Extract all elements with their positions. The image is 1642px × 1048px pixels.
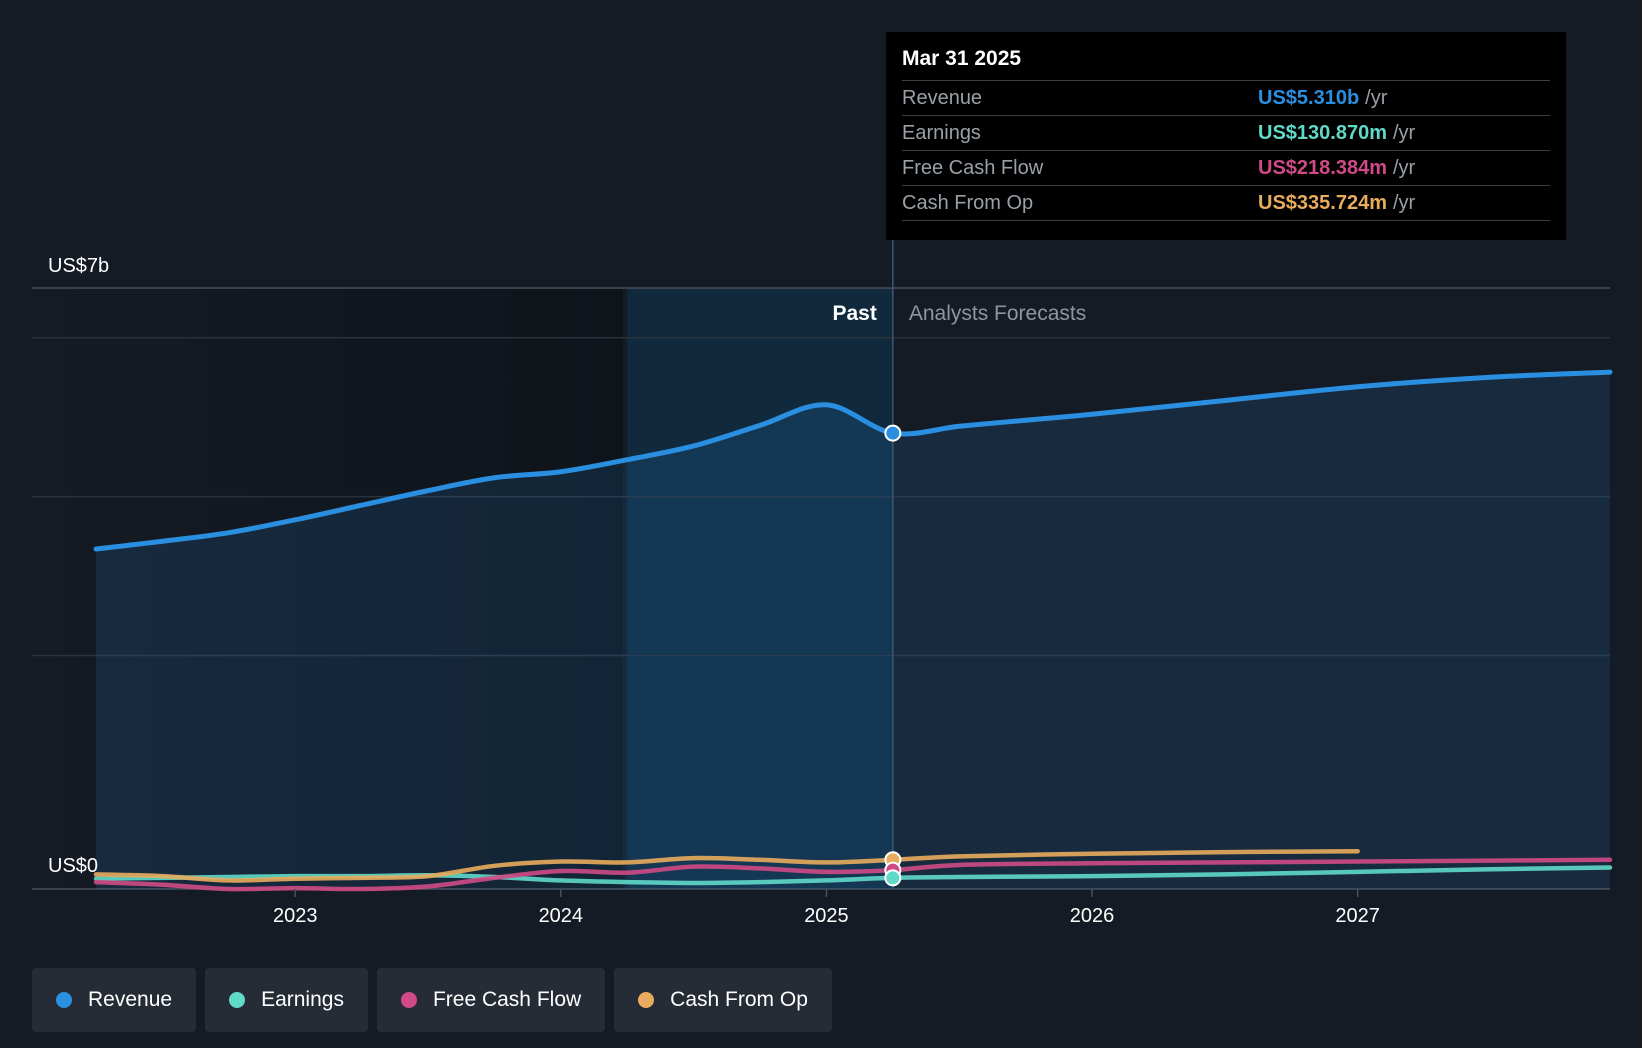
tooltip-value: US$130.870m xyxy=(1258,122,1387,144)
legend-label: Revenue xyxy=(88,988,173,1011)
tooltip-unit: /yr xyxy=(1392,157,1416,179)
legend-dot-icon xyxy=(638,992,655,1008)
past-label: Past xyxy=(832,302,876,325)
tooltip-value: US$5.310b xyxy=(1258,87,1360,109)
y-axis-top-label: US$7b xyxy=(48,255,109,277)
legend: Revenue Earnings Free Cash Flow Cash Fro… xyxy=(32,968,832,1032)
tooltip-date: Mar 31 2025 xyxy=(902,47,1022,70)
legend-dot-icon xyxy=(229,992,246,1008)
series-line-cash-from-op xyxy=(93,848,1360,883)
tooltip-row-revenue: Revenue US$5.310b/yr xyxy=(902,80,1550,115)
forecast-label: Analysts Forecasts xyxy=(909,302,1086,325)
series-line-free-cash-flow xyxy=(93,857,1613,892)
past-highlight-band xyxy=(627,288,893,889)
tooltip-value: US$335.724m xyxy=(1258,192,1387,214)
tooltip-label: Revenue xyxy=(902,87,983,109)
tooltip-value: US$218.384m xyxy=(1258,157,1387,179)
tooltip-label: Cash From Op xyxy=(902,192,1034,214)
y-axis-bottom-label: US$0 xyxy=(48,855,98,877)
x-tick-label: 2023 xyxy=(273,905,318,927)
legend-dot-icon xyxy=(400,992,417,1008)
legend-label: Free Cash Flow xyxy=(432,988,582,1011)
tooltip-unit: /yr xyxy=(1365,87,1388,109)
tooltip-label: Free Cash Flow xyxy=(902,157,1044,179)
legend-label: Earnings xyxy=(261,988,344,1011)
highlight-point-earnings[interactable] xyxy=(884,869,902,887)
legend-dot-icon xyxy=(56,992,72,1008)
revenue-area xyxy=(96,372,1610,889)
tooltip: Mar 31 2025 Revenue US$5.310b/yr Earning… xyxy=(886,32,1566,240)
tooltip-unit: /yr xyxy=(1392,192,1416,214)
legend-item-revenue[interactable]: Revenue xyxy=(32,968,197,1032)
x-tick-label: 2024 xyxy=(539,905,584,927)
x-tick-label: 2025 xyxy=(804,905,849,927)
legend-label: Cash From Op xyxy=(670,988,808,1011)
tooltip-label: Earnings xyxy=(902,122,981,144)
legend-item-earnings[interactable]: Earnings xyxy=(205,968,368,1032)
legend-item-free-cash-flow[interactable]: Free Cash Flow xyxy=(376,968,606,1032)
tooltip-row-free-cash-flow: Free Cash Flow US$218.384m/yr xyxy=(902,150,1550,185)
past-shade xyxy=(32,288,623,889)
tooltip-row-cash-from-op: Cash From Op US$335.724m/yr xyxy=(902,185,1550,221)
series-line-earnings xyxy=(93,865,1613,886)
x-tick-label: 2027 xyxy=(1335,905,1380,927)
tooltip-unit: /yr xyxy=(1392,122,1416,144)
tooltip-row-earnings: Earnings US$130.870m/yr xyxy=(902,115,1550,150)
x-tick-label: 2026 xyxy=(1070,905,1115,927)
legend-item-cash-from-op[interactable]: Cash From Op xyxy=(614,968,832,1032)
highlight-point-revenue[interactable] xyxy=(884,424,902,442)
series-line-revenue xyxy=(93,369,1613,552)
